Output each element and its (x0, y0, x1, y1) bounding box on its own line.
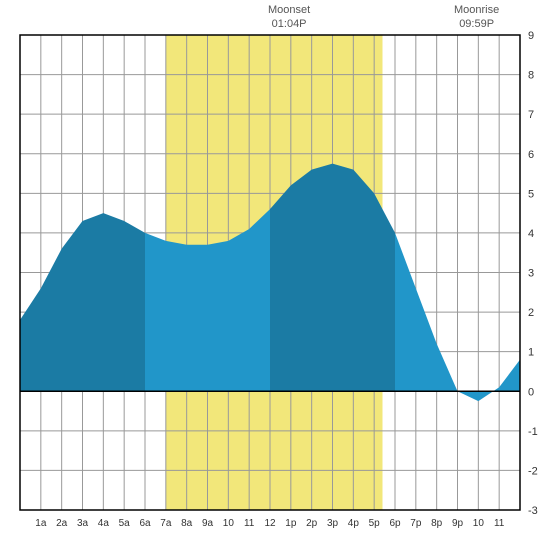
y-tick-label: 3 (528, 268, 534, 280)
y-tick-label: 5 (528, 188, 534, 200)
x-tick-label: 5a (119, 518, 131, 529)
y-tick-label: 2 (528, 307, 534, 319)
x-tick-label: 3p (327, 518, 339, 529)
x-tick-label: 8a (181, 518, 193, 529)
y-tick-label: 0 (528, 386, 534, 398)
x-tick-label: 4a (98, 518, 110, 529)
x-tick-label: 5p (369, 518, 381, 529)
x-tick-label: 8p (431, 518, 443, 529)
y-tick-label: 4 (528, 228, 534, 240)
moonrise-title: Moonrise (454, 4, 499, 16)
x-tick-label: 10 (223, 518, 235, 529)
x-tick-label: 9a (202, 518, 214, 529)
x-tick-label: 1a (35, 518, 47, 529)
x-tick-label: 9p (452, 518, 464, 529)
x-tick-label: 6a (139, 518, 151, 529)
x-tick-label: 7a (160, 518, 172, 529)
x-tick-label: 11 (244, 518, 255, 529)
y-tick-label: 8 (528, 70, 534, 82)
x-tick-label: 7p (410, 518, 422, 529)
tide-chart-svg: 1a2a3a4a5a6a7a8a9a1011121p2p3p4p5p6p7p8p… (0, 0, 550, 550)
x-tick-label: 12 (264, 518, 276, 529)
y-tick-label: -2 (528, 465, 538, 477)
tide-chart: Moonset 01:04P Moonrise 09:59P 1a 2a 3a 4a 5… (0, 0, 550, 550)
y-tick-label: 7 (528, 109, 534, 121)
x-tick-label: 11 (494, 518, 505, 529)
y-tick-label: 9 (528, 30, 534, 42)
moonset-title: Moonset (268, 4, 310, 16)
moonset-time: 01:04P (272, 18, 307, 30)
x-tick-label: 10 (473, 518, 485, 529)
x-tick-label: 4p (348, 518, 360, 529)
x-tick-label: 1p (285, 518, 297, 529)
x-tick-label: 3a (77, 518, 89, 529)
y-tick-label: 1 (528, 347, 534, 359)
y-tick-label: 6 (528, 149, 534, 161)
moonrise-time: 09:59P (459, 18, 494, 30)
x-tick-label: 6p (389, 518, 401, 529)
y-tick-label: -3 (528, 505, 538, 517)
x-tick-label: 2p (306, 518, 318, 529)
x-tick-label: 2a (56, 518, 68, 529)
y-tick-label: -1 (528, 426, 538, 438)
moonset-label: Moonset 01:04P (268, 3, 310, 32)
moonrise-label: Moonrise 09:59P (454, 3, 499, 32)
